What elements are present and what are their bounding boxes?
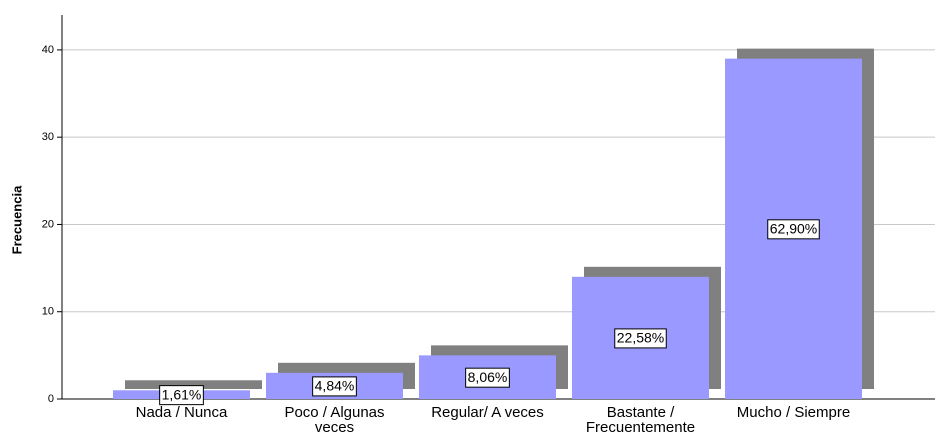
- data-label-box: [312, 376, 357, 397]
- x-tick-label: Poco / Algunas veces: [284, 404, 385, 436]
- data-label: 22,58%: [617, 330, 664, 346]
- y-tick-label: 0: [48, 393, 54, 405]
- y-axis-label: Frecuencia: [9, 185, 24, 254]
- data-label: 1,61%: [162, 386, 202, 402]
- bar-shadow: [125, 380, 262, 389]
- y-tick-label: 30: [42, 131, 54, 143]
- data-label-box: [767, 219, 820, 240]
- data-label: 8,06%: [468, 369, 508, 385]
- data-label-box: [465, 367, 510, 388]
- y-tick-label: 10: [42, 306, 54, 318]
- data-label: 62,90%: [770, 221, 817, 237]
- x-tick-label: Mucho / Siempre: [736, 404, 851, 421]
- y-tick-label: 40: [42, 44, 54, 56]
- x-tick-label: Bastante / Frecuentemente: [585, 404, 696, 436]
- data-label-box: [159, 385, 204, 406]
- x-tick-label: Regular/ A veces: [431, 404, 544, 421]
- data-label-box: [614, 328, 667, 349]
- data-label: 4,84%: [315, 378, 355, 394]
- x-tick-label: Nada / Nunca: [135, 404, 228, 421]
- y-tick-label: 20: [42, 218, 54, 230]
